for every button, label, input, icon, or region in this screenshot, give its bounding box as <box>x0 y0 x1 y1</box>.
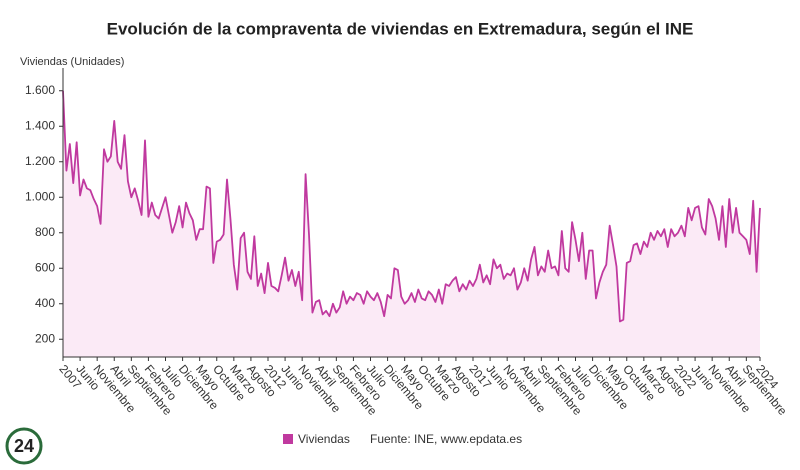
logo: 24 <box>5 427 43 465</box>
logo-ring <box>5 427 43 465</box>
chart-title: Evolución de la compraventa de viviendas… <box>107 19 694 38</box>
y-tick-label: 1.000 <box>25 189 55 203</box>
y-tick-label: 200 <box>35 331 55 345</box>
area <box>63 90 760 357</box>
y-tick-label: 800 <box>35 225 55 239</box>
logo-text: 24 <box>14 436 34 456</box>
y-tick-label: 1.200 <box>25 154 55 168</box>
legend-label: Viviendas <box>298 432 350 446</box>
y-axis-label: Viviendas (Unidades) <box>20 56 124 68</box>
source: Fuente: INE, www.epdata.es <box>370 432 522 446</box>
y-tick-label: 400 <box>35 296 55 310</box>
line <box>62 90 761 323</box>
legend-swatch <box>283 434 293 444</box>
y-tick-label: 1.400 <box>25 118 55 132</box>
y-tick-label: 1.600 <box>25 83 55 97</box>
y-tick-label: 600 <box>35 260 55 274</box>
